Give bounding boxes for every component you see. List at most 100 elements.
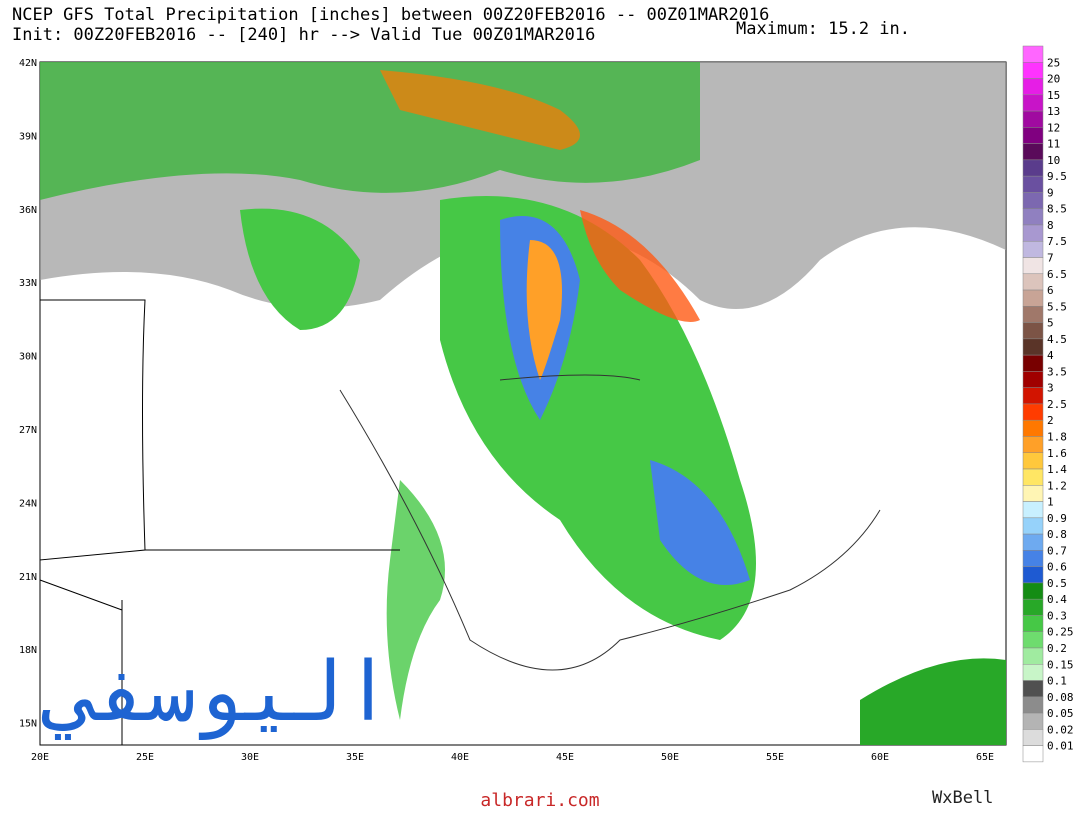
colorbar-label: 2.5 — [1047, 398, 1067, 411]
lon-label: 40E — [451, 752, 469, 763]
lat-label: 18N — [19, 645, 37, 656]
colorbar-swatch — [1022, 322, 1044, 340]
colorbar-label: 9 — [1047, 186, 1054, 199]
colorbar-swatch — [1022, 745, 1044, 763]
lat-label: 27N — [19, 425, 37, 436]
colorbar-label: 5 — [1047, 317, 1054, 330]
colorbar-swatch — [1022, 289, 1044, 307]
colorbar-swatch — [1022, 224, 1044, 242]
colorbar-label: 0.25 — [1047, 626, 1074, 639]
footer: albrari.com — [480, 790, 599, 810]
lon-label: 55E — [766, 752, 784, 763]
colorbar-label: 7.5 — [1047, 235, 1067, 248]
brand: WxBell — [932, 788, 993, 808]
watermark: اليوسفي — [41, 645, 393, 740]
colorbar-swatch — [1022, 517, 1044, 535]
colorbar-label: 25 — [1047, 56, 1060, 69]
colorbar-swatch — [1022, 240, 1044, 258]
colorbar-swatch — [1022, 729, 1044, 746]
lat-label: 33N — [19, 278, 37, 289]
colorbar-label: 0.02 — [1047, 723, 1074, 736]
lon-label: 25E — [136, 752, 154, 763]
colorbar-swatch — [1022, 192, 1044, 209]
colorbar-label: 5.5 — [1047, 300, 1067, 313]
colorbar-label: 10 — [1047, 154, 1060, 167]
lat-labels: 42N 39N 36N 33N 30N 27N 24N 21N 18N 15N — [19, 58, 37, 730]
colorbar-swatch — [1022, 452, 1044, 470]
lat-label: 21N — [19, 572, 37, 583]
colorbar-swatch — [1022, 485, 1044, 502]
colorbar-swatch — [1022, 501, 1044, 519]
lon-label: 50E — [661, 752, 679, 763]
colorbar-swatch — [1022, 615, 1044, 632]
lat-label: 30N — [19, 352, 37, 363]
colorbar-swatch — [1022, 566, 1044, 584]
colorbar-label: 0.05 — [1047, 707, 1074, 720]
lat-label: 42N — [19, 58, 37, 69]
colorbar-label: 1.6 — [1047, 447, 1067, 460]
colorbar-label: 0.8 — [1047, 528, 1067, 541]
colorbar-label: 12 — [1047, 121, 1060, 134]
colorbar-swatch — [1022, 403, 1044, 421]
lat-label: 24N — [19, 498, 37, 509]
colorbar-label: 0.15 — [1047, 658, 1074, 671]
colorbar-swatch — [1022, 62, 1044, 79]
colorbar-label: 8 — [1047, 219, 1054, 232]
lon-label: 20E — [31, 752, 49, 763]
colorbar-swatch — [1022, 712, 1044, 730]
colorbar-label: 9.5 — [1047, 170, 1067, 183]
colorbar-label: 15 — [1047, 89, 1060, 102]
map — [39, 61, 1007, 746]
colorbar-label: 0.9 — [1047, 512, 1067, 525]
colorbar-swatch — [1022, 550, 1044, 567]
colorbar-swatch — [1022, 257, 1044, 275]
colorbar-label: 2 — [1047, 414, 1054, 427]
colorbar-swatch — [1022, 387, 1044, 405]
colorbar-swatch — [1022, 680, 1044, 698]
colorbar-label: 6 — [1047, 284, 1054, 297]
colorbar-swatch — [1022, 598, 1044, 616]
colorbar-swatch — [1022, 159, 1044, 177]
colorbar-swatch — [1022, 582, 1044, 600]
colorbar-swatch — [1022, 468, 1044, 486]
colorbar-label: 7 — [1047, 252, 1054, 265]
colorbar-swatch — [1022, 45, 1044, 63]
lon-label: 45E — [556, 752, 574, 763]
colorbar-swatch — [1022, 175, 1044, 193]
colorbar-label: 0.01 — [1047, 740, 1074, 753]
colorbar-swatch — [1022, 419, 1044, 437]
colorbar-label: 11 — [1047, 138, 1060, 151]
colorbar-label: 0.6 — [1047, 561, 1067, 574]
colorbar-label: 1.2 — [1047, 479, 1067, 492]
colorbar-label: 0.08 — [1047, 691, 1074, 704]
colorbar: 252015131211109.598.587.576.565.554.543.… — [1022, 45, 1074, 763]
colorbar-label: 13 — [1047, 105, 1060, 118]
colorbar-swatch — [1022, 110, 1044, 128]
colorbar-label: 0.3 — [1047, 609, 1067, 622]
colorbar-label: 0.2 — [1047, 642, 1067, 655]
colorbar-swatch — [1022, 533, 1044, 551]
header-line1: NCEP GFS Total Precipitation [inches] be… — [12, 5, 769, 25]
lon-label: 60E — [871, 752, 889, 763]
header-line2: Init: 00Z20FEB2016 -- [240] hr --> Valid… — [12, 25, 595, 45]
colorbar-swatch — [1022, 273, 1044, 291]
lon-label: 35E — [346, 752, 364, 763]
lat-label: 39N — [19, 131, 37, 142]
colorbar-label: 0.7 — [1047, 544, 1067, 557]
colorbar-swatch — [1022, 94, 1044, 112]
colorbar-swatch — [1022, 354, 1044, 372]
lat-label: 15N — [19, 719, 37, 730]
colorbar-swatch — [1022, 696, 1044, 714]
lon-labels: 20E 25E 30E 35E 40E 45E 50E 55E 60E 65E — [31, 752, 994, 763]
colorbar-swatch — [1022, 647, 1044, 665]
colorbar-swatch — [1022, 631, 1044, 649]
lon-label: 65E — [976, 752, 994, 763]
colorbar-label: 1.8 — [1047, 430, 1067, 443]
colorbar-swatch — [1022, 436, 1044, 454]
colorbar-label: 3.5 — [1047, 365, 1067, 378]
colorbar-label: 4.5 — [1047, 333, 1067, 346]
colorbar-swatch — [1022, 208, 1044, 226]
colorbar-swatch — [1022, 371, 1044, 388]
colorbar-swatch — [1022, 338, 1044, 356]
